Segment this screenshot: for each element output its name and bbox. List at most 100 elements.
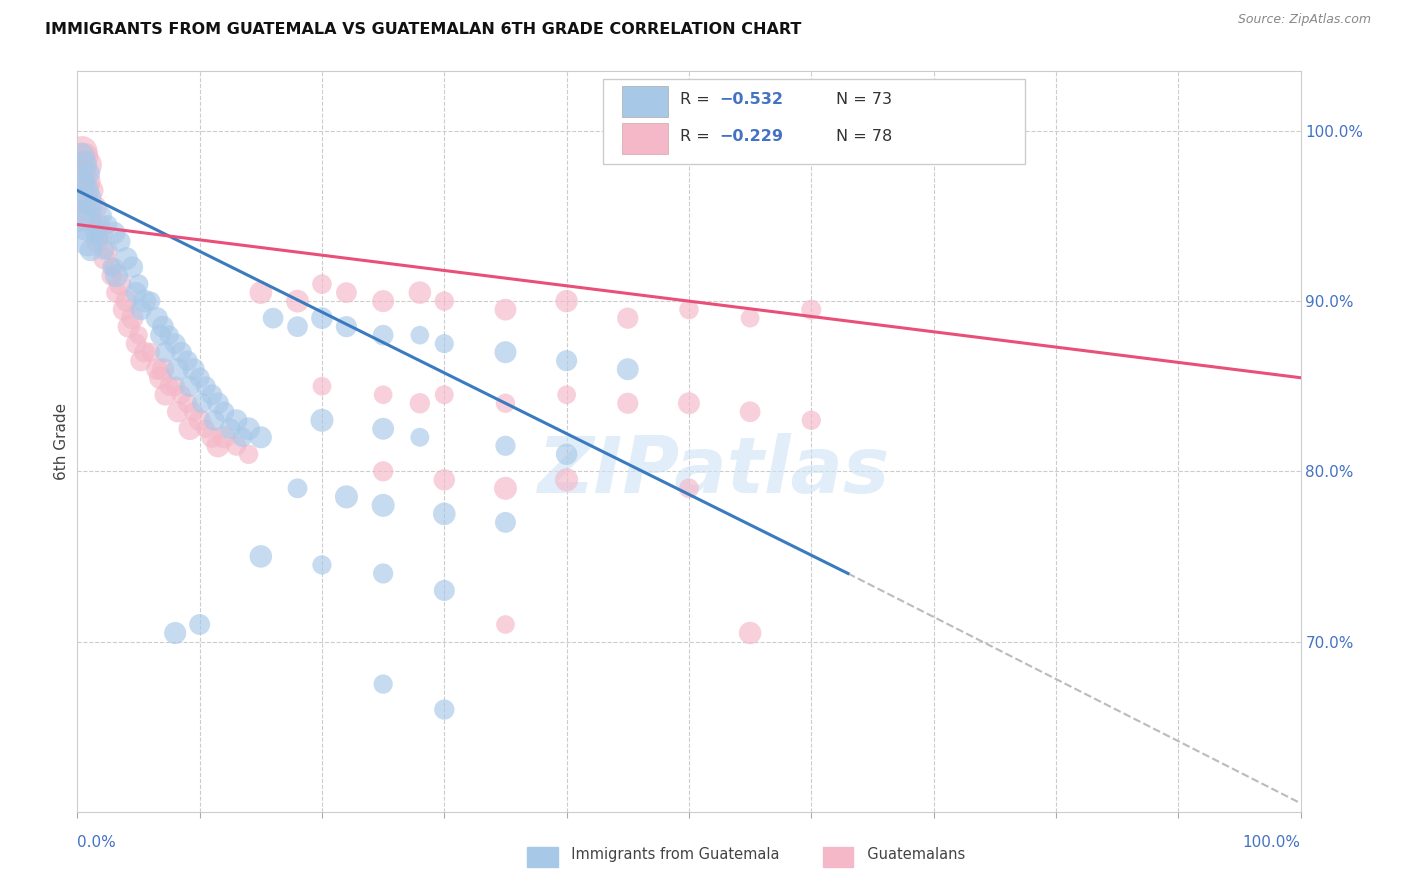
Point (495, 439, 517, 453)
Point (409, 430, 432, 444)
Point (152, 319, 174, 334)
Point (176, 396, 198, 410)
Point (617, 311, 640, 326)
Point (371, 294, 394, 309)
Point (555, 447, 578, 461)
Point (69, 209, 91, 223)
Point (77, 235, 100, 249)
Point (188, 370, 211, 384)
Point (72, 192, 94, 206)
Point (128, 277, 150, 292)
Point (152, 362, 174, 376)
Point (97, 218, 120, 232)
Point (73, 149, 96, 163)
FancyBboxPatch shape (603, 78, 1025, 164)
Point (146, 311, 169, 326)
Point (73, 184, 96, 198)
Point (555, 353, 578, 368)
Point (287, 481, 309, 495)
FancyBboxPatch shape (621, 87, 668, 117)
Point (311, 413, 333, 427)
Point (617, 362, 640, 376)
Point (262, 311, 284, 326)
Point (212, 405, 235, 419)
Point (287, 319, 309, 334)
Point (80, 184, 103, 198)
Point (238, 422, 260, 436)
Point (311, 277, 333, 292)
Point (79, 166, 101, 180)
Point (287, 294, 309, 309)
Point (191, 396, 214, 410)
Y-axis label: 6th Grade: 6th Grade (53, 403, 69, 480)
Point (129, 302, 152, 317)
Point (678, 302, 700, 317)
Point (176, 353, 198, 368)
Point (149, 328, 172, 343)
Point (183, 362, 205, 376)
Point (231, 430, 253, 444)
Point (70, 166, 93, 180)
Point (225, 413, 247, 427)
Text: 0.0%: 0.0% (77, 836, 117, 850)
Point (800, 302, 823, 317)
Point (115, 252, 138, 266)
Point (108, 235, 131, 249)
Point (139, 294, 162, 309)
Point (149, 370, 172, 384)
Point (740, 405, 762, 419)
Point (225, 439, 247, 453)
Point (433, 703, 456, 717)
Point (170, 388, 193, 402)
Point (134, 294, 156, 309)
Point (125, 336, 148, 351)
Text: N = 78: N = 78 (835, 129, 891, 144)
Point (72, 158, 94, 172)
Point (183, 405, 205, 419)
Point (371, 499, 394, 513)
Point (212, 430, 235, 444)
Point (433, 388, 456, 402)
Point (70, 145, 93, 159)
Point (555, 473, 578, 487)
Text: 100.0%: 100.0% (1243, 836, 1301, 850)
Point (219, 422, 242, 436)
Point (112, 302, 135, 317)
Point (90, 226, 112, 240)
Text: ZIPatlas: ZIPatlas (537, 434, 890, 509)
Point (371, 566, 394, 581)
Point (103, 260, 125, 274)
Text: R =: R = (681, 129, 716, 144)
Point (89, 218, 111, 232)
Point (146, 362, 169, 376)
Text: −0.229: −0.229 (720, 129, 783, 144)
Point (84, 201, 107, 215)
Point (250, 549, 273, 564)
Point (433, 507, 456, 521)
Point (495, 345, 517, 359)
Point (201, 430, 224, 444)
Point (207, 396, 229, 410)
Point (740, 626, 762, 640)
Point (155, 388, 177, 402)
Point (93, 252, 115, 266)
Point (409, 328, 432, 343)
Point (194, 379, 217, 393)
Point (115, 294, 138, 309)
Point (125, 285, 148, 300)
Point (250, 285, 273, 300)
Point (93, 243, 115, 257)
Text: N = 73: N = 73 (835, 92, 891, 107)
Point (80, 243, 103, 257)
Point (79, 175, 101, 189)
Point (371, 422, 394, 436)
Point (495, 302, 517, 317)
Point (157, 379, 180, 393)
Text: Immigrants from Guatemala: Immigrants from Guatemala (562, 847, 780, 862)
Point (250, 430, 273, 444)
Point (75, 218, 97, 232)
Point (76, 158, 98, 172)
Point (108, 277, 131, 292)
Point (311, 379, 333, 393)
Point (495, 516, 517, 530)
